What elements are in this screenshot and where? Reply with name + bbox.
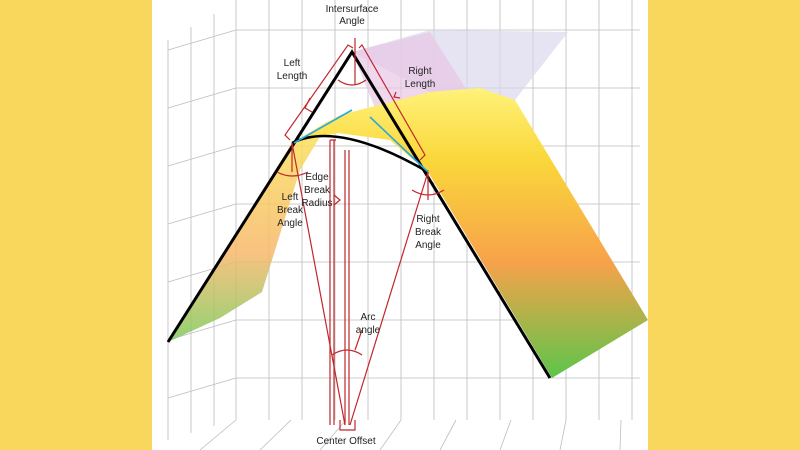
tangent-lines xyxy=(293,109,429,173)
grid-line xyxy=(167,377,237,399)
grid-line xyxy=(199,419,237,450)
grid-line xyxy=(167,87,237,109)
label-left-length: Left Length xyxy=(277,58,308,82)
grid-line xyxy=(499,419,512,450)
grid-line xyxy=(167,29,237,51)
label-center-offset: Center Offset xyxy=(316,436,376,447)
label-edge-break-radius: Edge Break Radius xyxy=(301,172,332,209)
grid-line xyxy=(439,419,457,450)
grid-line xyxy=(379,419,402,450)
grid-line xyxy=(319,419,347,450)
label-left-break-angle: Left Break Angle xyxy=(277,192,304,229)
grid-line xyxy=(259,419,292,450)
ribbon-left xyxy=(168,120,330,342)
ribbon-surface xyxy=(292,88,648,378)
label-arc-angle: Arc angle xyxy=(356,312,381,336)
annotations xyxy=(276,38,445,431)
grid-line xyxy=(167,145,237,167)
label-right-break-angle: Right Break Angle xyxy=(415,214,442,251)
edge-profile xyxy=(166,49,552,379)
grid-line xyxy=(559,419,567,450)
labels: Intersurface Angle Left Length Right Length… xyxy=(277,4,442,447)
label-right-length: Right Length xyxy=(405,66,436,90)
grid-line xyxy=(167,203,237,225)
label-intersurface-angle: Intersurface Angle xyxy=(326,4,379,27)
grid-line xyxy=(619,419,622,450)
